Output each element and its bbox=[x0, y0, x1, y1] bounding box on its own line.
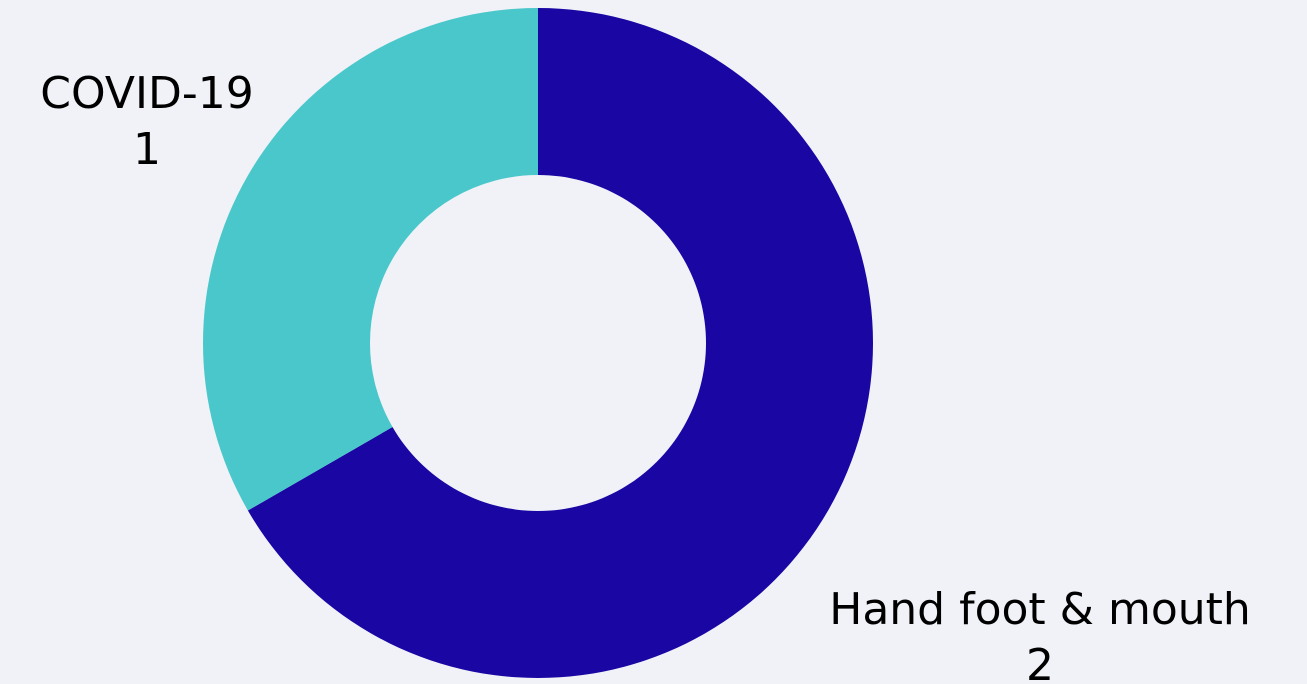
slice-label-name: COVID-19 bbox=[40, 68, 253, 119]
slice-label-name: Hand foot & mouth bbox=[829, 584, 1251, 635]
donut-slices bbox=[203, 8, 873, 678]
slice-labels: Hand foot & mouth 2 COVID-19 1 bbox=[40, 68, 1250, 684]
slice-label-value: 2 bbox=[1026, 640, 1054, 684]
donut-slice-hand-foot-mouth bbox=[247, 8, 873, 678]
donut-slice-covid-19 bbox=[203, 8, 538, 511]
slice-label-value: 1 bbox=[133, 124, 161, 175]
